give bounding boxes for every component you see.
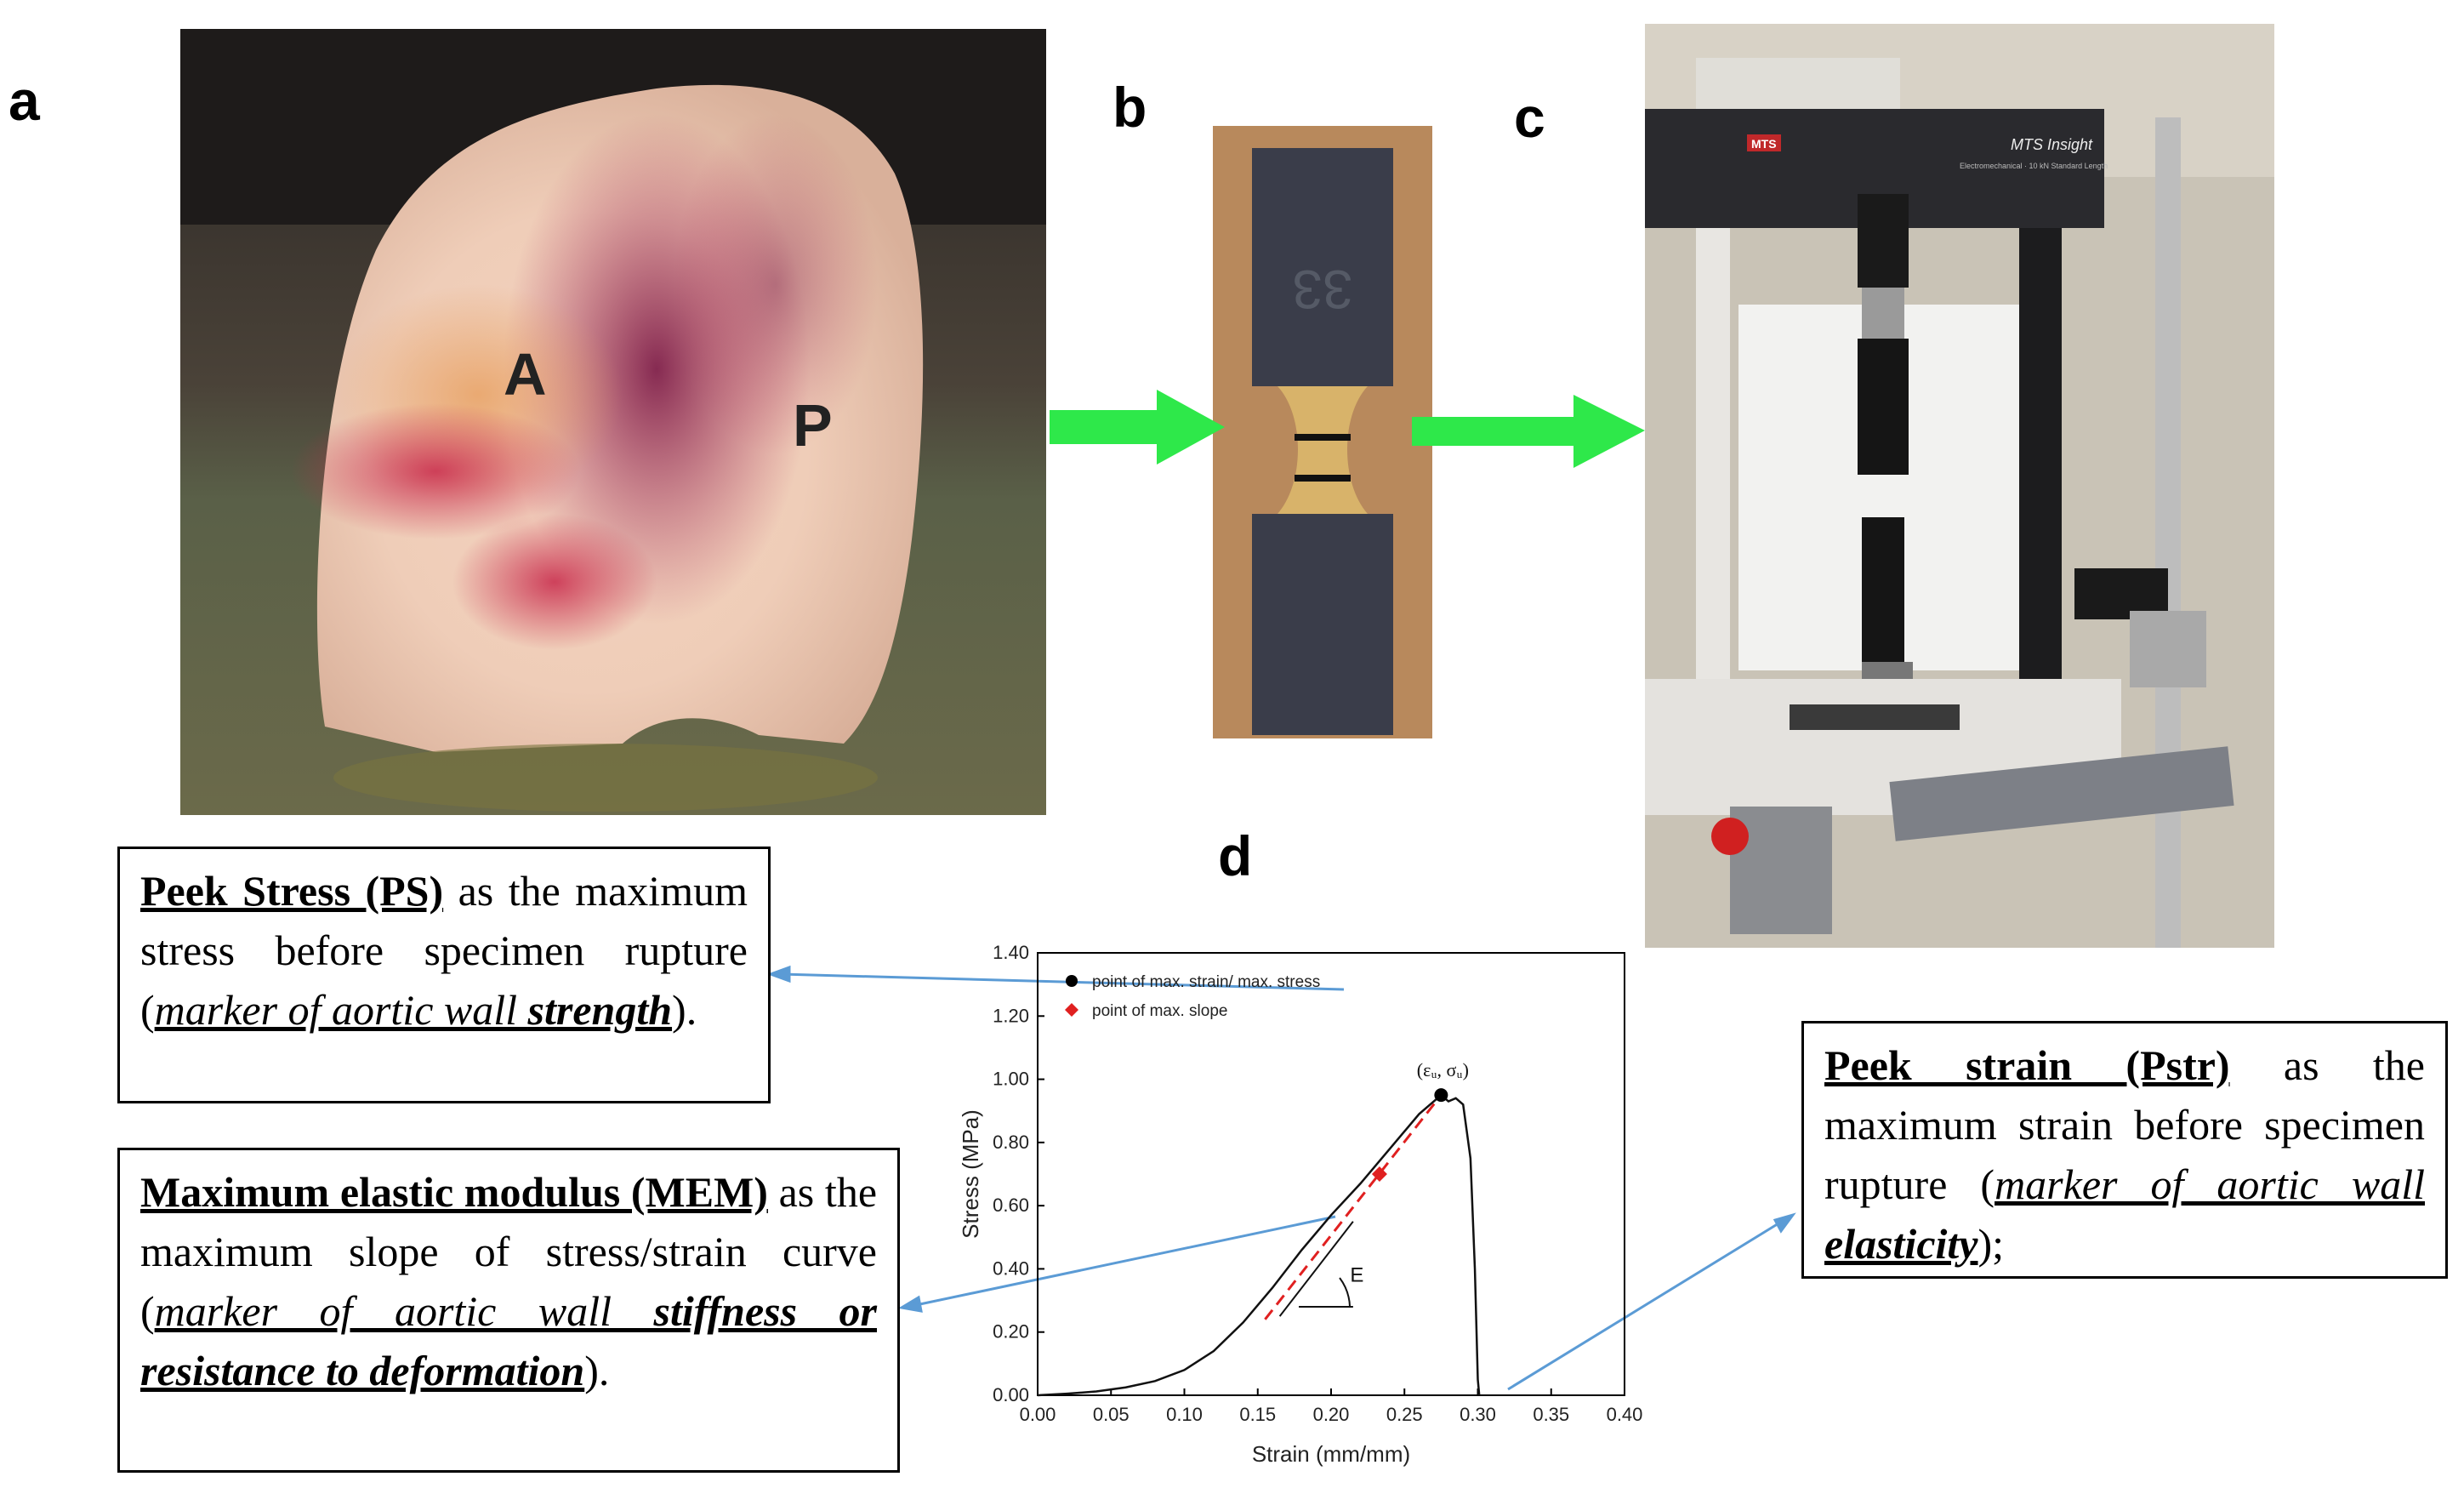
modulus-label: E (1350, 1263, 1363, 1286)
posterior-label: P (793, 392, 833, 459)
y-axis-label: Stress (MPa) (958, 1109, 983, 1239)
legend-marker-diamond (1065, 1003, 1078, 1017)
stress-strain-chart: 0.00 0.05 0.10 0.15 0.20 0.25 0.30 0.35 0.40 0.00… (885, 919, 1667, 1480)
y-tick-label: 1.40 (993, 942, 1029, 963)
arrow-b-to-c (1412, 395, 1645, 468)
tissue-specimen-photo: 33 (1213, 126, 1432, 738)
legend-marker-circle (1066, 975, 1078, 987)
stress-strain-chart-svg: 0.00 0.05 0.10 0.15 0.20 0.25 0.30 0.35 0.40 0.00… (958, 942, 1643, 1467)
y-tick-label: 1.20 (993, 1005, 1029, 1026)
x-tick-label: 0.10 (1166, 1404, 1203, 1425)
x-tick-label: 0.15 (1239, 1404, 1276, 1425)
y-tick-label: 1.00 (993, 1069, 1029, 1090)
mem-end: ). (584, 1347, 610, 1394)
peak-stress-title: Peek Stress (PS) (140, 867, 444, 915)
x-tick-label: 0.25 (1386, 1404, 1423, 1425)
y-tick-label: 0.20 (993, 1321, 1029, 1343)
x-tick-label: 0.05 (1093, 1404, 1130, 1425)
pstr-emph: elasticity (1824, 1220, 1978, 1268)
legend-entry: point of max. slope (1092, 1002, 1227, 1020)
mem-title: Maximum elastic modulus (MEM) (140, 1168, 768, 1216)
x-tick-label: 0.40 (1607, 1404, 1643, 1425)
panel-label-d: d (1218, 824, 1253, 887)
peak-strain-box: Peek strain (Pstr) as the maximum strain… (1801, 1021, 2448, 1279)
arrow-a-to-b (1050, 390, 1225, 465)
pstr-text: as the maximum strain before specimen ru… (1824, 1041, 2425, 1208)
max-point-label: (εᵤ, σᵤ) (1417, 1059, 1469, 1080)
tensile-testing-machine-photo: MTS MTS Insight Electromechanical · 10 k… (1645, 24, 2274, 948)
panel-label-c: c (1514, 86, 1545, 149)
machine-sub-label: Electromechanical · 10 kN Standard Lengt… (1960, 162, 2108, 170)
anterior-label: A (504, 341, 547, 408)
pstr-title: Peek strain (Pstr) (1824, 1041, 2230, 1089)
modulus-angle-arc (1339, 1277, 1352, 1308)
x-tick-label: 0.00 (1020, 1404, 1056, 1425)
y-tick-label: 0.60 (993, 1194, 1029, 1216)
x-tick-label: 0.20 (1313, 1404, 1350, 1425)
peak-stress-end: ). (672, 986, 697, 1034)
pstr-marker: marker of aortic wall (1995, 1160, 2425, 1208)
max-stress-point (1434, 1088, 1448, 1103)
peak-stress-text: as the maximum stress before specimen ru… (140, 867, 748, 1034)
panel-label-a: a (9, 69, 40, 132)
peak-stress-marker: marker of aortic wall (154, 986, 528, 1034)
y-tick-label: 0.00 (993, 1384, 1029, 1405)
peak-stress-box: Peek Stress (PS) as the maximum stress b… (117, 847, 771, 1103)
x-tick-label: 0.30 (1460, 1404, 1496, 1425)
peak-stress-emph: strength (527, 986, 673, 1034)
aortic-tissue-photo: A P (180, 29, 1046, 815)
machine-brand-label: MTS (1751, 137, 1777, 151)
pstr-end: ); (1977, 1220, 2005, 1268)
modulus-slope-line (1278, 1221, 1354, 1317)
max-elastic-modulus-box: Maximum elastic modulus (MEM) as the max… (117, 1148, 900, 1473)
y-tick-label: 0.40 (993, 1257, 1029, 1279)
mem-marker: marker of aortic wall (154, 1287, 654, 1335)
mem-text: as the maximum slope of stress/strain cu… (140, 1168, 878, 1335)
machine-model-label: MTS Insight (2011, 136, 2093, 153)
mem-emph: stiffness or resistance to deformation (140, 1287, 878, 1394)
max-slope-point (1371, 1166, 1387, 1182)
panel-label-b: b (1112, 76, 1147, 139)
max-slope-tangent-line (1264, 1094, 1443, 1320)
specimen-id-label: 33 (1292, 259, 1352, 320)
legend-entry: point of max. strain/ max. stress (1092, 973, 1320, 991)
y-tick-label: 0.80 (993, 1132, 1029, 1153)
x-axis-label: Strain (mm/mm) (1252, 1441, 1410, 1467)
x-tick-label: 0.35 (1533, 1404, 1569, 1425)
stress-strain-curve (1037, 1093, 1481, 1397)
